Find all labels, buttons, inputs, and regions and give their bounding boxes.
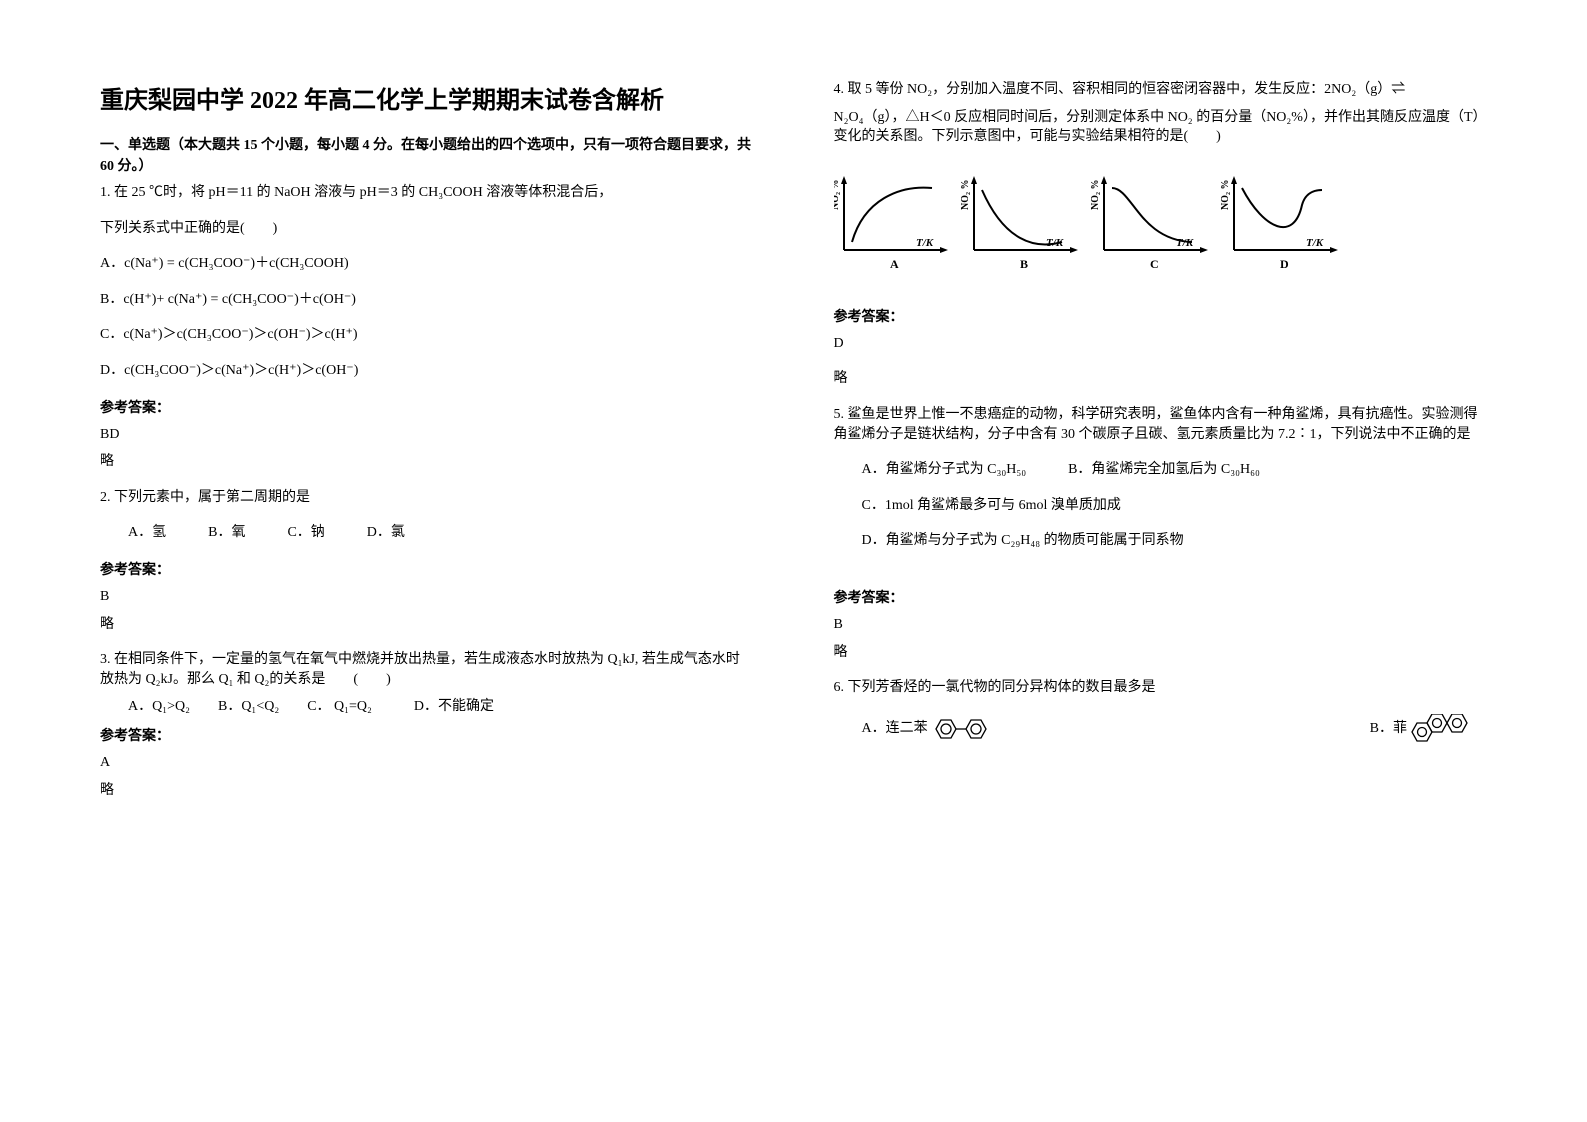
q4-explain: 略 xyxy=(834,369,1488,389)
q1-explain: 略 xyxy=(100,452,754,472)
q1-opt-b: B．c(H⁺)+ c(Na⁺) = c(CH₃COO⁻)＋c(OH⁻) xyxy=(100,290,754,310)
q4-answer-label: 参考答案： xyxy=(834,306,1488,326)
phenanthrene-icon xyxy=(1407,714,1487,744)
q1-stem-2: 下列关系式中正确的是( ) xyxy=(100,219,754,239)
q1-opt-d: D．c(CH₃COO⁻)＞c(Na⁺)＞c(H⁺)＞c(OH⁻) xyxy=(100,361,754,381)
q3-stem: 3. 在相同条件下，一定量的氢气在氧气中燃烧并放出热量，若生成液态水时放热为 Q… xyxy=(100,650,754,689)
svg-text:T/K: T/K xyxy=(1176,237,1194,249)
q3-options: A．Q₁>Q₂ B．Q₁<Q₂ C． Q₁=Q₂ D．不能确定 xyxy=(100,697,754,717)
q2-explain: 略 xyxy=(100,615,754,635)
q2-stem: 2. 下列元素中，属于第二周期的是 xyxy=(100,488,754,508)
q4-graphs-svg: NO₂ % T/K A NO₂ % T/K B NO₂ % T/K C NO₂ % T/K D xyxy=(834,175,1394,285)
q1-answer: BD xyxy=(100,425,754,445)
q1-opt-a: A．c(Na⁺) = c(CH₃COO⁻)＋c(CH₃COOH) xyxy=(100,254,754,274)
q6-stem: 6. 下列芳香烃的一氯代物的同分异构体的数目最多是 xyxy=(834,678,1488,698)
q5-explain: 略 xyxy=(834,643,1488,663)
svg-text:T/K: T/K xyxy=(1046,237,1064,249)
q2-options: A．氢 B．氧 C．钠 D．氯 xyxy=(100,523,754,543)
svg-text:NO₂ %: NO₂ % xyxy=(960,179,971,210)
svg-text:D: D xyxy=(1280,257,1289,271)
q2-answer-label: 参考答案： xyxy=(100,559,754,579)
q1-stem-1: 1. 在 25 ℃时，将 pH＝11 的 NaOH 溶液与 pH＝3 的 CH₃… xyxy=(100,183,754,203)
page-container: 重庆梨园中学 2022 年高二化学上学期期末试卷含解析 一、单选题（本大题共 1… xyxy=(0,0,1587,848)
page-title: 重庆梨园中学 2022 年高二化学上学期期末试卷含解析 xyxy=(100,80,754,115)
svg-text:NO₂ %: NO₂ % xyxy=(1220,179,1231,210)
svg-text:NO₂ %: NO₂ % xyxy=(834,179,841,210)
q4-answer: D xyxy=(834,334,1488,354)
q3-answer-label: 参考答案： xyxy=(100,725,754,745)
q5-answer: B xyxy=(834,615,1488,635)
q3-explain: 略 xyxy=(100,781,754,801)
q6-opt-b-label: B．菲 xyxy=(1370,719,1407,739)
svg-text:B: B xyxy=(1020,257,1028,271)
q4-stem-2: N₂O₄（g），△H＜0 反应相同时间后，分别测定体系中 NO₂ 的百分量（NO… xyxy=(834,108,1488,147)
q1-opt-c: C．c(Na⁺)＞c(CH₃COO⁻)＞c(OH⁻)＞c(H⁺) xyxy=(100,325,754,345)
biphenyl-icon xyxy=(928,716,998,742)
q2-answer: B xyxy=(100,587,754,607)
q5-stem: 5. 鲨鱼是世界上惟一不患癌症的动物，科学研究表明，鲨鱼体内含有一种角鲨烯，具有… xyxy=(834,405,1488,444)
svg-text:T/K: T/K xyxy=(916,237,934,249)
q6-opt-b-wrap: B．菲 xyxy=(1370,714,1487,744)
section-1-header: 一、单选题（本大题共 15 个小题，每小题 4 分。在每小题给出的四个选项中，只… xyxy=(100,135,754,177)
q5-opt-d: D．角鲨烯与分子式为 C₂₉H₄₈ 的物质可能属于同系物 xyxy=(834,531,1488,551)
q5-opt-a: A．角鲨烯分子式为 C₃₀H₅₀ B．角鲨烯完全加氢后为 C₃₀H₆₀ xyxy=(834,460,1488,480)
q5-opt-c: C．1mol 角鲨烯最多可与 6mol 溴单质加成 xyxy=(834,496,1488,516)
q5-answer-label: 参考答案： xyxy=(834,587,1488,607)
svg-text:A: A xyxy=(890,257,899,271)
q4-stem-1: 4. 取 5 等份 NO₂，分别加入温度不同、容积相同的恒容密闭容器中，发生反应… xyxy=(834,80,1488,100)
q6-opt-a-label: A．连二苯 xyxy=(834,719,928,739)
q4-graph-panel: NO₂ % T/K A NO₂ % T/K B NO₂ % T/K C NO₂ % T/K D xyxy=(834,175,1488,290)
q3-answer: A xyxy=(100,753,754,773)
right-column: 4. 取 5 等份 NO₂，分别加入温度不同、容积相同的恒容密闭容器中，发生反应… xyxy=(834,80,1488,808)
q6-options-row: A．连二苯 B．菲 xyxy=(834,714,1488,744)
q6-opt-a-wrap: A．连二苯 xyxy=(834,716,998,742)
svg-text:NO₂ %: NO₂ % xyxy=(1090,179,1101,210)
svg-text:T/K: T/K xyxy=(1306,237,1324,249)
q1-answer-label: 参考答案： xyxy=(100,397,754,417)
left-column: 重庆梨园中学 2022 年高二化学上学期期末试卷含解析 一、单选题（本大题共 1… xyxy=(100,80,754,808)
svg-text:C: C xyxy=(1150,257,1159,271)
